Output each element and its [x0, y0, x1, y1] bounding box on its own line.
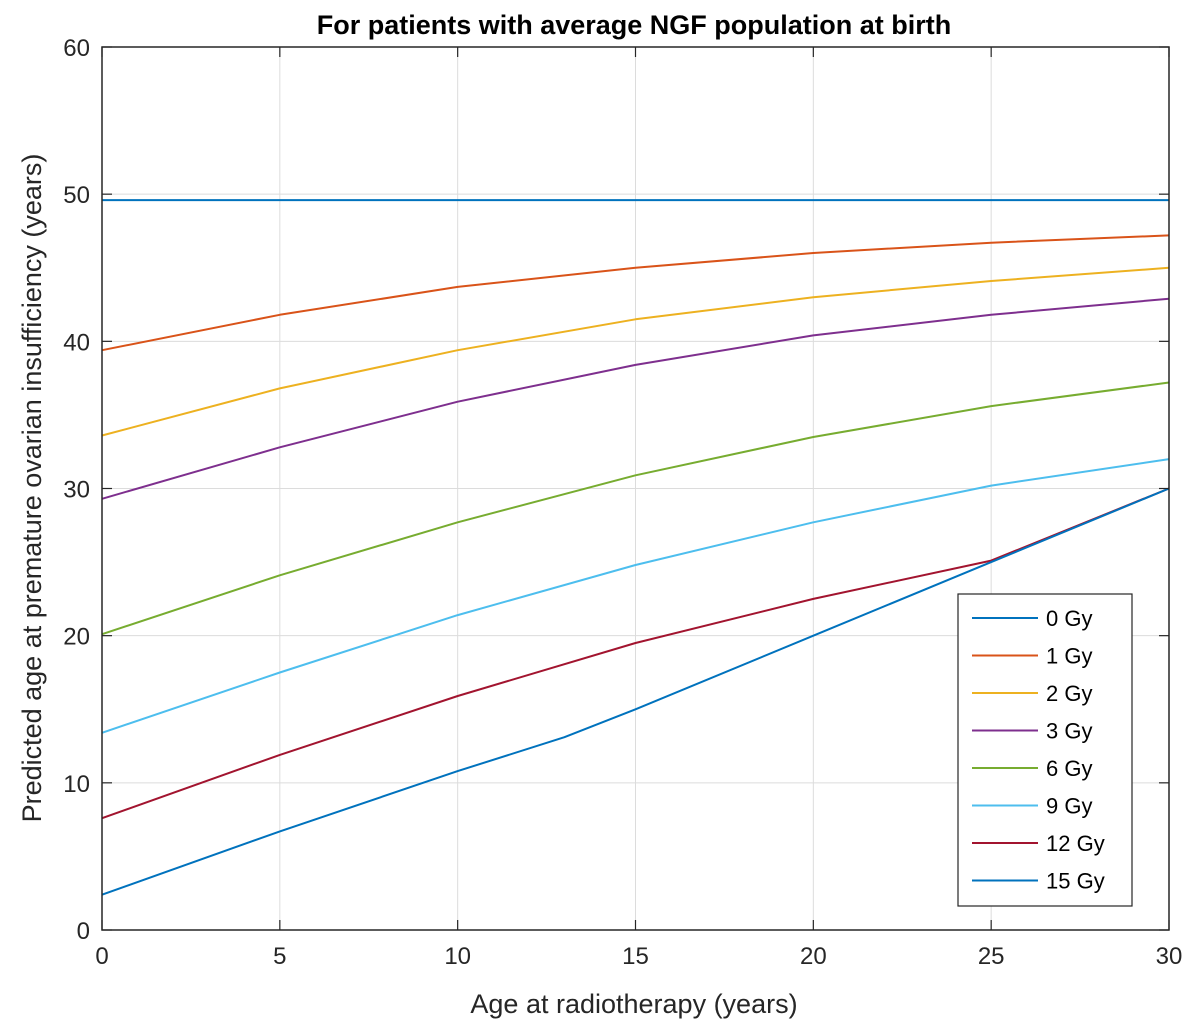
legend-label: 12 Gy	[1046, 831, 1105, 856]
x-tick-label: 0	[95, 943, 108, 970]
series-line-15-gy	[101, 487, 1170, 896]
x-tick-label: 30	[1156, 943, 1183, 970]
series-line-2-gy	[101, 266, 1170, 437]
y-tick-label: 60	[63, 35, 90, 62]
x-tick-label: 5	[273, 943, 286, 970]
x-tick-label: 20	[800, 943, 827, 970]
x-tick-label: 10	[444, 943, 471, 970]
y-tick-label: 20	[63, 624, 90, 651]
legend-box	[957, 593, 1133, 907]
x-axis-ticks: 0 5 10 15 20 25 30	[95, 47, 1182, 970]
y-axis-ticks: 0 10 20 30 40 50 60	[63, 35, 1169, 945]
series-line-9-gy	[101, 458, 1170, 734]
legend-label: 9 Gy	[1046, 794, 1092, 819]
y-axis-label: Predicted age at premature ovarian insuf…	[17, 154, 47, 823]
series-line-3-gy	[101, 297, 1170, 500]
series-line-12-gy	[101, 487, 1170, 820]
chart-title: For patients with average NGF population…	[317, 10, 952, 40]
x-axis-label: Age at radiotherapy (years)	[470, 989, 797, 1019]
series-line-1-gy	[101, 234, 1170, 352]
y-tick-label: 10	[63, 771, 90, 798]
legend: 0 Gy 1 Gy 2 Gy 3 Gy 6 Gy 9 Gy 12 Gy 15 Gy	[957, 593, 1133, 907]
legend-label: 6 Gy	[1046, 756, 1092, 781]
legend-label: 1 Gy	[1046, 644, 1092, 669]
legend-label: 3 Gy	[1046, 719, 1092, 744]
y-tick-label: 30	[63, 477, 90, 504]
series-line-6-gy	[101, 381, 1170, 636]
legend-label: 15 Gy	[1046, 869, 1105, 894]
y-tick-label: 0	[77, 918, 90, 945]
y-tick-label: 50	[63, 182, 90, 209]
y-tick-label: 40	[63, 329, 90, 356]
x-tick-label: 15	[622, 943, 649, 970]
x-tick-label: 25	[978, 943, 1005, 970]
plot-lines	[101, 199, 1170, 896]
legend-label: 0 Gy	[1046, 606, 1092, 631]
legend-label: 2 Gy	[1046, 681, 1092, 706]
